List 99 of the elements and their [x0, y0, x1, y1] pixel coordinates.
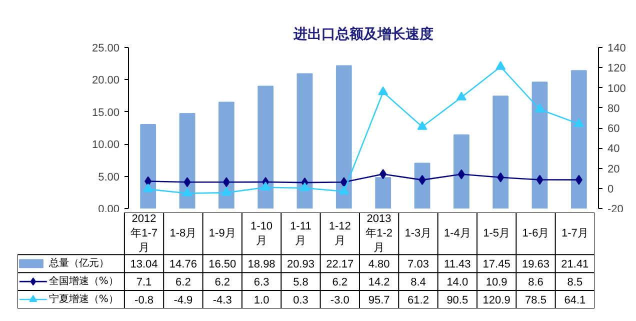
y2-tick-label: 60	[608, 123, 620, 135]
data-label: 19.63	[522, 258, 550, 271]
point	[575, 174, 582, 185]
y2-tick-label: 20	[608, 163, 620, 176]
data-label: 0.3	[293, 294, 308, 307]
data-label: 14.0	[446, 276, 468, 289]
point	[184, 177, 191, 188]
bar	[453, 134, 470, 208]
x-tick-label: 1-3月	[404, 228, 432, 240]
x-tick-label: 1-8月	[170, 228, 197, 240]
bar	[375, 177, 392, 208]
bar	[296, 73, 313, 208]
y2-tick-label: 80	[608, 102, 620, 115]
x-tick-label: 1-11月	[290, 220, 312, 247]
bar	[492, 96, 509, 208]
point	[144, 176, 152, 186]
y2-tick-label: 100	[608, 82, 626, 95]
bar	[179, 112, 196, 208]
point	[221, 187, 232, 196]
x-tick-label: 1-5月	[483, 228, 510, 240]
data-label: 8.4	[410, 276, 426, 289]
point	[300, 182, 310, 192]
bar	[414, 162, 430, 208]
data-label: 11.43	[444, 258, 471, 271]
data-label: 7.1	[136, 276, 152, 289]
data-label: 90.5	[446, 294, 468, 307]
point	[260, 182, 271, 190]
point	[458, 169, 465, 180]
chart-title: 进出口总额及增长速度	[292, 26, 434, 42]
data-label: 8.5	[567, 276, 583, 289]
data-label: 61.2	[408, 294, 429, 307]
x-tick-label: 2012年1-7月	[130, 213, 158, 254]
data-label: 5.8	[293, 276, 308, 289]
legend-label: 总量（亿元）	[48, 257, 109, 270]
point	[222, 177, 230, 188]
data-label: -3.0	[330, 294, 350, 307]
data-label: 78.5	[525, 294, 546, 307]
y-tick-label: 5.00	[98, 171, 120, 184]
y-tick-label: 25.00	[92, 42, 120, 54]
data-label: -4.3	[212, 294, 232, 307]
data-label: 7.03	[408, 258, 429, 271]
y2-tick-label: 120	[608, 62, 626, 75]
data-label: 21.41	[561, 258, 589, 271]
data-label: 1.0	[254, 294, 270, 307]
data-label: 14.2	[368, 276, 390, 289]
point	[418, 174, 426, 185]
point	[574, 118, 584, 127]
data-label: 18.98	[248, 258, 276, 271]
point	[417, 121, 428, 130]
point	[380, 169, 387, 180]
y2-tick-label: 40	[608, 143, 620, 156]
bar	[570, 70, 587, 208]
legend-label: 宁夏增速（%）	[48, 293, 118, 306]
data-label: 4.80	[368, 258, 390, 271]
data-label: 120.9	[482, 294, 510, 307]
x-tick-label: 2013年1-2月	[366, 213, 393, 254]
data-label: 13.04	[130, 258, 158, 271]
point	[497, 172, 504, 182]
data-label: 17.45	[482, 258, 510, 271]
point	[340, 177, 348, 188]
legend-label: 全国增速（%）	[48, 275, 118, 288]
x-tick-label: 1-9月	[208, 228, 236, 240]
x-tick-label: 1-10月	[250, 220, 273, 247]
y-tick-label: 10.00	[92, 139, 120, 152]
y2-tick-label: 140	[608, 42, 626, 54]
data-label: 8.6	[528, 276, 544, 289]
point	[496, 61, 506, 70]
bar	[258, 86, 274, 208]
point	[378, 86, 388, 96]
data-label: 16.50	[208, 258, 236, 271]
x-tick-label: 1-12月	[328, 220, 351, 247]
x-tick-label: 1-6月	[522, 228, 550, 240]
point	[182, 188, 192, 196]
data-label: 10.9	[486, 276, 508, 289]
data-label: 95.7	[368, 294, 390, 307]
point	[536, 174, 544, 185]
bar	[336, 65, 352, 208]
point	[143, 183, 154, 192]
bar	[140, 124, 156, 208]
data-label: 64.1	[564, 294, 586, 307]
x-tick-label: 1-4月	[444, 228, 471, 240]
bar	[218, 102, 234, 208]
data-label: 20.93	[286, 258, 314, 271]
data-label: -4.9	[174, 294, 193, 307]
data-label: 14.76	[169, 258, 197, 271]
data-label: 6.2	[214, 276, 230, 289]
point	[534, 104, 545, 112]
data-label: 6.2	[176, 276, 191, 289]
y-tick-label: 20.00	[92, 74, 120, 87]
point	[338, 186, 349, 194]
y-tick-label: 15.00	[92, 106, 120, 119]
data-label: 6.3	[254, 276, 270, 289]
y2-tick-label: 0	[608, 183, 614, 196]
data-label: 22.17	[326, 258, 354, 271]
point	[456, 92, 466, 100]
data-label: -0.8	[134, 294, 154, 307]
data-label: 6.2	[332, 276, 348, 289]
bar	[532, 82, 548, 208]
x-tick-label: 1-7月	[561, 228, 588, 240]
